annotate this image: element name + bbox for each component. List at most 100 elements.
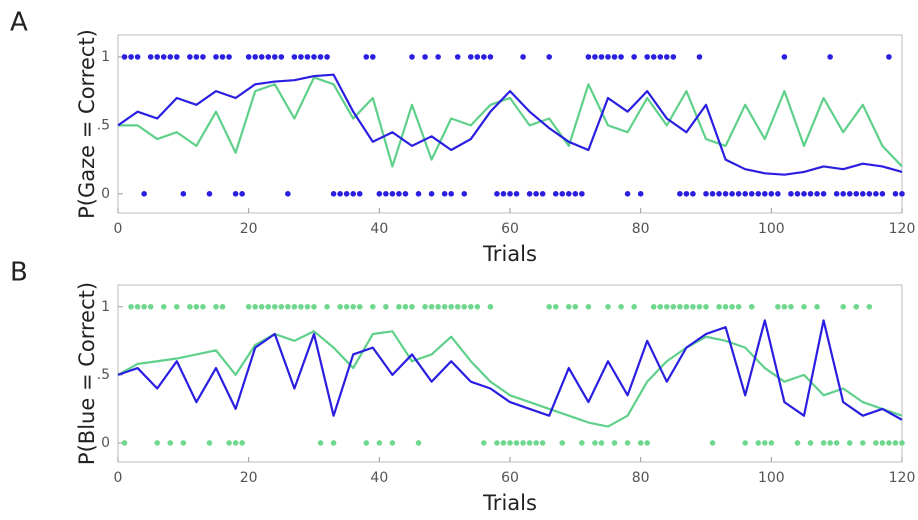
outcome-dot (180, 191, 187, 197)
outcome-dot (409, 54, 415, 60)
outcome-dot (213, 54, 219, 60)
outcome-dot (624, 440, 631, 446)
outcome-dot (167, 54, 174, 60)
outcome-dot (370, 54, 376, 60)
outcome-dot (252, 54, 258, 60)
x-axis-label: Trials (482, 491, 537, 515)
outcome-dot (833, 440, 840, 446)
outcome-dot (755, 440, 762, 446)
y-tick-label: 1 (101, 49, 110, 65)
outcome-dot (481, 440, 487, 446)
outcome-dot (644, 54, 650, 60)
outcome-dot (428, 191, 435, 197)
outcome-dot (827, 440, 833, 446)
outcome-dot (239, 440, 245, 446)
model-curve (118, 76, 903, 168)
x-tick-label: 0 (114, 221, 123, 237)
outcome-dot (454, 303, 461, 310)
outcome-dot (160, 303, 167, 310)
outcome-dot (781, 54, 788, 60)
outcome-dot (814, 303, 820, 310)
outcome-dot (866, 303, 873, 310)
outcome-dot (441, 191, 448, 197)
outcome-dot (193, 54, 200, 60)
outcome-dot (147, 303, 154, 310)
outcome-dot (559, 191, 566, 197)
outcome-dot (664, 303, 670, 310)
outcome-dot (722, 303, 729, 310)
outcome-dot (226, 54, 232, 60)
outcome-dot (650, 54, 657, 60)
outcome-dot (304, 303, 311, 310)
outcome-dot (507, 191, 513, 197)
outcome-dot (879, 440, 886, 446)
outcome-dot (539, 440, 546, 446)
outcome-dot (428, 303, 435, 310)
outcome-dot (180, 440, 187, 446)
outcome-dot (187, 54, 193, 60)
outcome-dot (552, 303, 559, 310)
y-tick-label: 0 (101, 435, 110, 451)
outcome-dot (552, 191, 559, 197)
x-tick-label: 80 (632, 221, 650, 237)
outcome-dot (265, 54, 272, 60)
outcome-dot (611, 54, 618, 60)
outcome-dot (592, 440, 598, 446)
outcome-dot (866, 191, 873, 197)
outcome-dot (141, 191, 147, 197)
outcome-dot (677, 191, 683, 197)
outcome-dot (899, 440, 905, 446)
outcome-dot (435, 303, 441, 310)
outcome-dot (631, 303, 637, 310)
outcome-dot (729, 191, 735, 197)
outcome-dot (389, 440, 396, 446)
outcome-dot (245, 303, 252, 310)
outcome-dot (285, 191, 291, 197)
outcome-dot (343, 303, 350, 310)
outcome-dot (494, 440, 500, 446)
outcome-dot (141, 303, 147, 310)
outcome-dot (337, 303, 343, 310)
outcome-dot (409, 303, 415, 310)
outcome-dot (624, 191, 631, 197)
outcome-dot (226, 440, 232, 446)
outcome-dot (245, 54, 252, 60)
outcome-dot (422, 54, 428, 60)
y-axis-label: P(Gaze = Correct) (75, 29, 99, 219)
outcome-dot (187, 303, 193, 310)
outcome-dot (272, 303, 278, 310)
outcome-dot (128, 303, 134, 310)
outcome-dot (722, 191, 729, 197)
x-axis-label: Trials (482, 242, 537, 266)
outcome-dot (677, 303, 683, 310)
outcome-dot (193, 303, 200, 310)
outcome-dot (422, 303, 428, 310)
outcome-dot (526, 191, 533, 197)
outcome-dot (494, 191, 500, 197)
outcome-dot (206, 191, 213, 197)
outcome-dot (853, 303, 860, 310)
outcome-dot (846, 440, 853, 446)
outcome-dot (748, 191, 755, 197)
outcome-dot (454, 54, 461, 60)
outcome-dot (415, 440, 422, 446)
outcome-dot (683, 191, 690, 197)
outcome-dot (330, 440, 337, 446)
outcome-dot (742, 191, 748, 197)
outcome-dot (585, 303, 592, 310)
outcome-dot (272, 54, 278, 60)
outcome-dot (487, 303, 494, 310)
outcome-dot (886, 54, 892, 60)
outcome-dot (383, 191, 389, 197)
x-tick-label: 20 (240, 221, 258, 237)
outcome-dot (605, 303, 611, 310)
outcome-dot (775, 303, 781, 310)
outcome-dot (892, 440, 899, 446)
outcome-dot (670, 303, 677, 310)
outcome-dot (363, 54, 370, 60)
outcome-dot (121, 54, 128, 60)
x-tick-label: 100 (758, 221, 785, 237)
outcome-dot (278, 303, 285, 310)
outcome-dot (520, 440, 526, 446)
